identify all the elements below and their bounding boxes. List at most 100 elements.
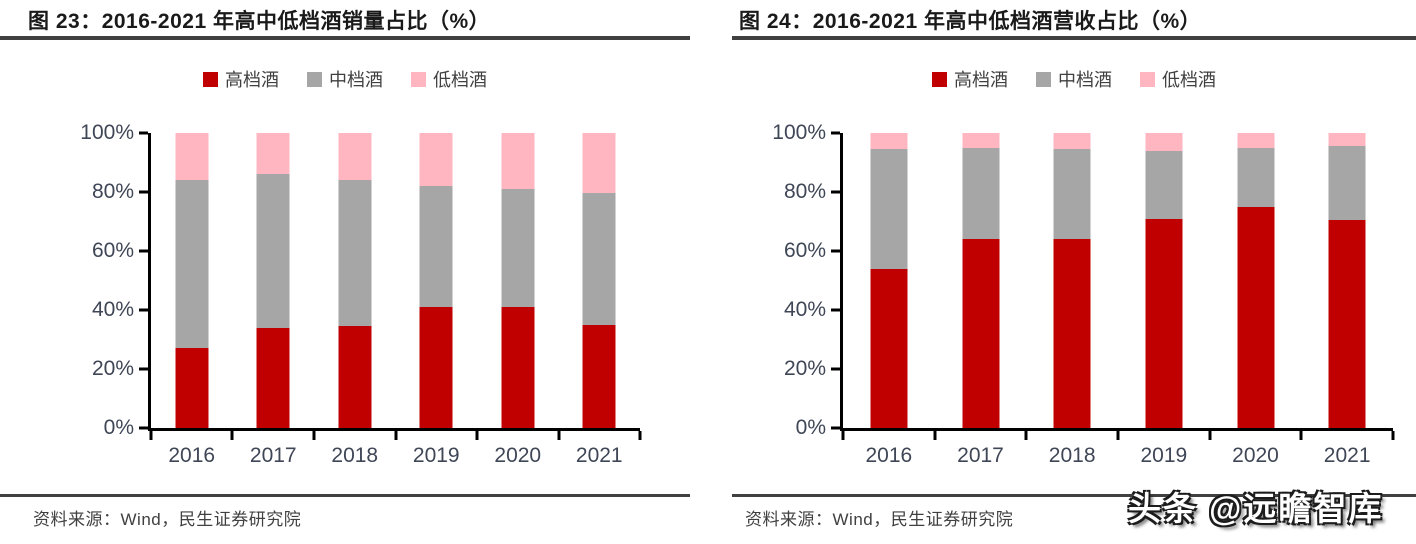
- plot-area: 0% 20% 40% 60% 80% 100% 2016 2017 2018 2019 2020 20…: [772, 121, 1395, 467]
- stacked-bar: [1328, 133, 1366, 428]
- x-axis-tick: [312, 431, 316, 440]
- bar-segment: [501, 307, 535, 428]
- bar-segment: [582, 133, 616, 194]
- x-axis-tick: [933, 431, 937, 440]
- y-axis-tick-label: 80%: [783, 180, 826, 203]
- x-axis-category-label: 2020: [1232, 444, 1279, 467]
- y-axis-tick-label: 60%: [91, 239, 134, 262]
- x-axis-tick: [1116, 431, 1120, 440]
- legend-item: 中档酒: [1036, 66, 1112, 92]
- y-axis-tick: [831, 190, 840, 194]
- bar-segment: [501, 189, 535, 308]
- y-axis-tick-label: 40%: [91, 298, 134, 321]
- stacked-bar: [962, 133, 999, 428]
- x-axis-category-label: 2018: [331, 444, 379, 467]
- chart-legend: 高档酒 中档酒 低档酒: [732, 66, 1416, 92]
- x-axis-tick: [1391, 431, 1395, 440]
- legend-swatch: [932, 71, 947, 87]
- y-axis-tick-label: 40%: [783, 298, 826, 321]
- y-axis-tick: [139, 308, 148, 312]
- y-axis-tick: [139, 426, 148, 430]
- x-axis-category-label: 2019: [412, 444, 460, 467]
- legend-item: 高档酒: [203, 66, 279, 92]
- bar-segment: [419, 186, 453, 308]
- legend-item: 中档酒: [307, 66, 383, 92]
- bar-segment: [175, 133, 209, 181]
- chart-title: 图 24：2016-2021 年高中低档酒营收占比（%）: [739, 10, 1202, 33]
- x-axis-tick: [1024, 431, 1028, 440]
- bar-segment: [501, 133, 535, 190]
- legend-swatch: [307, 71, 322, 87]
- chart-title: 图 23：2016-2021 年高中低档酒销量占比（%）: [28, 10, 491, 33]
- stacked-bar: [582, 133, 616, 428]
- y-axis-tick-label: 60%: [783, 239, 826, 262]
- x-axis-tick: [149, 431, 153, 440]
- x-axis-tick: [638, 431, 642, 440]
- legend-label: 低档酒: [433, 70, 487, 90]
- bar-segment: [338, 326, 372, 428]
- stacked-bar: [338, 133, 372, 428]
- y-axis-tick: [831, 426, 840, 430]
- bar-segment: [256, 133, 290, 175]
- bar-segment: [1053, 239, 1091, 428]
- x-axis-tick: [230, 431, 234, 440]
- x-axis-category-label: 2021: [575, 444, 623, 467]
- legend-label: 中档酒: [1058, 70, 1112, 90]
- bar-segment: [256, 174, 290, 328]
- y-axis-tick-label: 20%: [91, 357, 134, 380]
- y-axis-tick-label: 0%: [103, 416, 134, 439]
- chart-panel-revenue-share: 图 24：2016-2021 年高中低档酒营收占比（%） 高档酒 中档酒 低档酒 0…: [732, 0, 1416, 544]
- stacked-bar: [1237, 133, 1274, 428]
- x-axis-category-label: 2018: [1048, 444, 1096, 467]
- bar-segment: [582, 324, 616, 428]
- bar-segment: [1145, 150, 1183, 219]
- stacked-bar: [419, 133, 453, 428]
- y-axis-tick: [139, 367, 148, 371]
- legend-label: 低档酒: [1162, 70, 1216, 90]
- bar-segment: [582, 193, 616, 325]
- bar-segment: [175, 348, 209, 428]
- stacked-bar: [175, 133, 209, 428]
- legend-swatch: [203, 71, 218, 87]
- bar-segment: [1237, 133, 1274, 148]
- bar-segment: [419, 133, 453, 187]
- x-axis-tick: [841, 431, 845, 440]
- plot-area: 0% 20% 40% 60% 80% 100% 2016 2017 2018 2019 2020 20…: [80, 121, 642, 467]
- x-axis-tick: [1299, 431, 1303, 440]
- x-axis-category-label: 2019: [1140, 444, 1188, 467]
- y-axis-tick: [139, 190, 148, 194]
- y-axis-tick-label: 100%: [772, 121, 826, 144]
- legend-label: 高档酒: [954, 70, 1008, 90]
- y-axis-tick-label: 20%: [783, 357, 826, 380]
- bar-segment: [1328, 146, 1366, 221]
- bar-segment: [1328, 220, 1366, 428]
- y-axis-tick-label: 100%: [80, 121, 134, 144]
- toutiao-watermark: 头条 @远瞻智库: [1128, 490, 1384, 527]
- bar-segment: [870, 133, 908, 150]
- bar-segment: [870, 268, 908, 428]
- chart-panel-sales-share: 图 23：2016-2021 年高中低档酒销量占比（%） 高档酒 中档酒 低档酒 0…: [0, 0, 690, 544]
- bar-segment: [1145, 218, 1183, 428]
- source-note: 资料来源：Wind，民生证券研究院: [745, 510, 1014, 529]
- y-axis-tick: [831, 131, 840, 135]
- x-axis-category-label: 2017: [957, 444, 1004, 467]
- legend-item: 低档酒: [1140, 66, 1216, 92]
- stacked-bar: [501, 133, 535, 428]
- bar-segment: [1328, 133, 1366, 147]
- legend-swatch: [1140, 71, 1155, 87]
- stacked-bar: [1145, 133, 1183, 428]
- legend-swatch: [1036, 71, 1051, 87]
- bar-segment: [962, 133, 999, 148]
- x-axis-category-label: 2021: [1323, 444, 1371, 467]
- y-axis-tick-label: 80%: [91, 180, 134, 203]
- source-note: 资料来源：Wind，民生证券研究院: [33, 510, 302, 529]
- bar-segment: [870, 149, 908, 269]
- y-axis-tick: [831, 249, 840, 253]
- footer-rule: [0, 494, 690, 497]
- y-axis-tick: [139, 131, 148, 135]
- y-axis-tick: [831, 308, 840, 312]
- bar-segment: [1237, 206, 1274, 428]
- bar-segment: [338, 180, 372, 327]
- bar-segment: [419, 307, 453, 428]
- bar-segment: [1145, 133, 1183, 151]
